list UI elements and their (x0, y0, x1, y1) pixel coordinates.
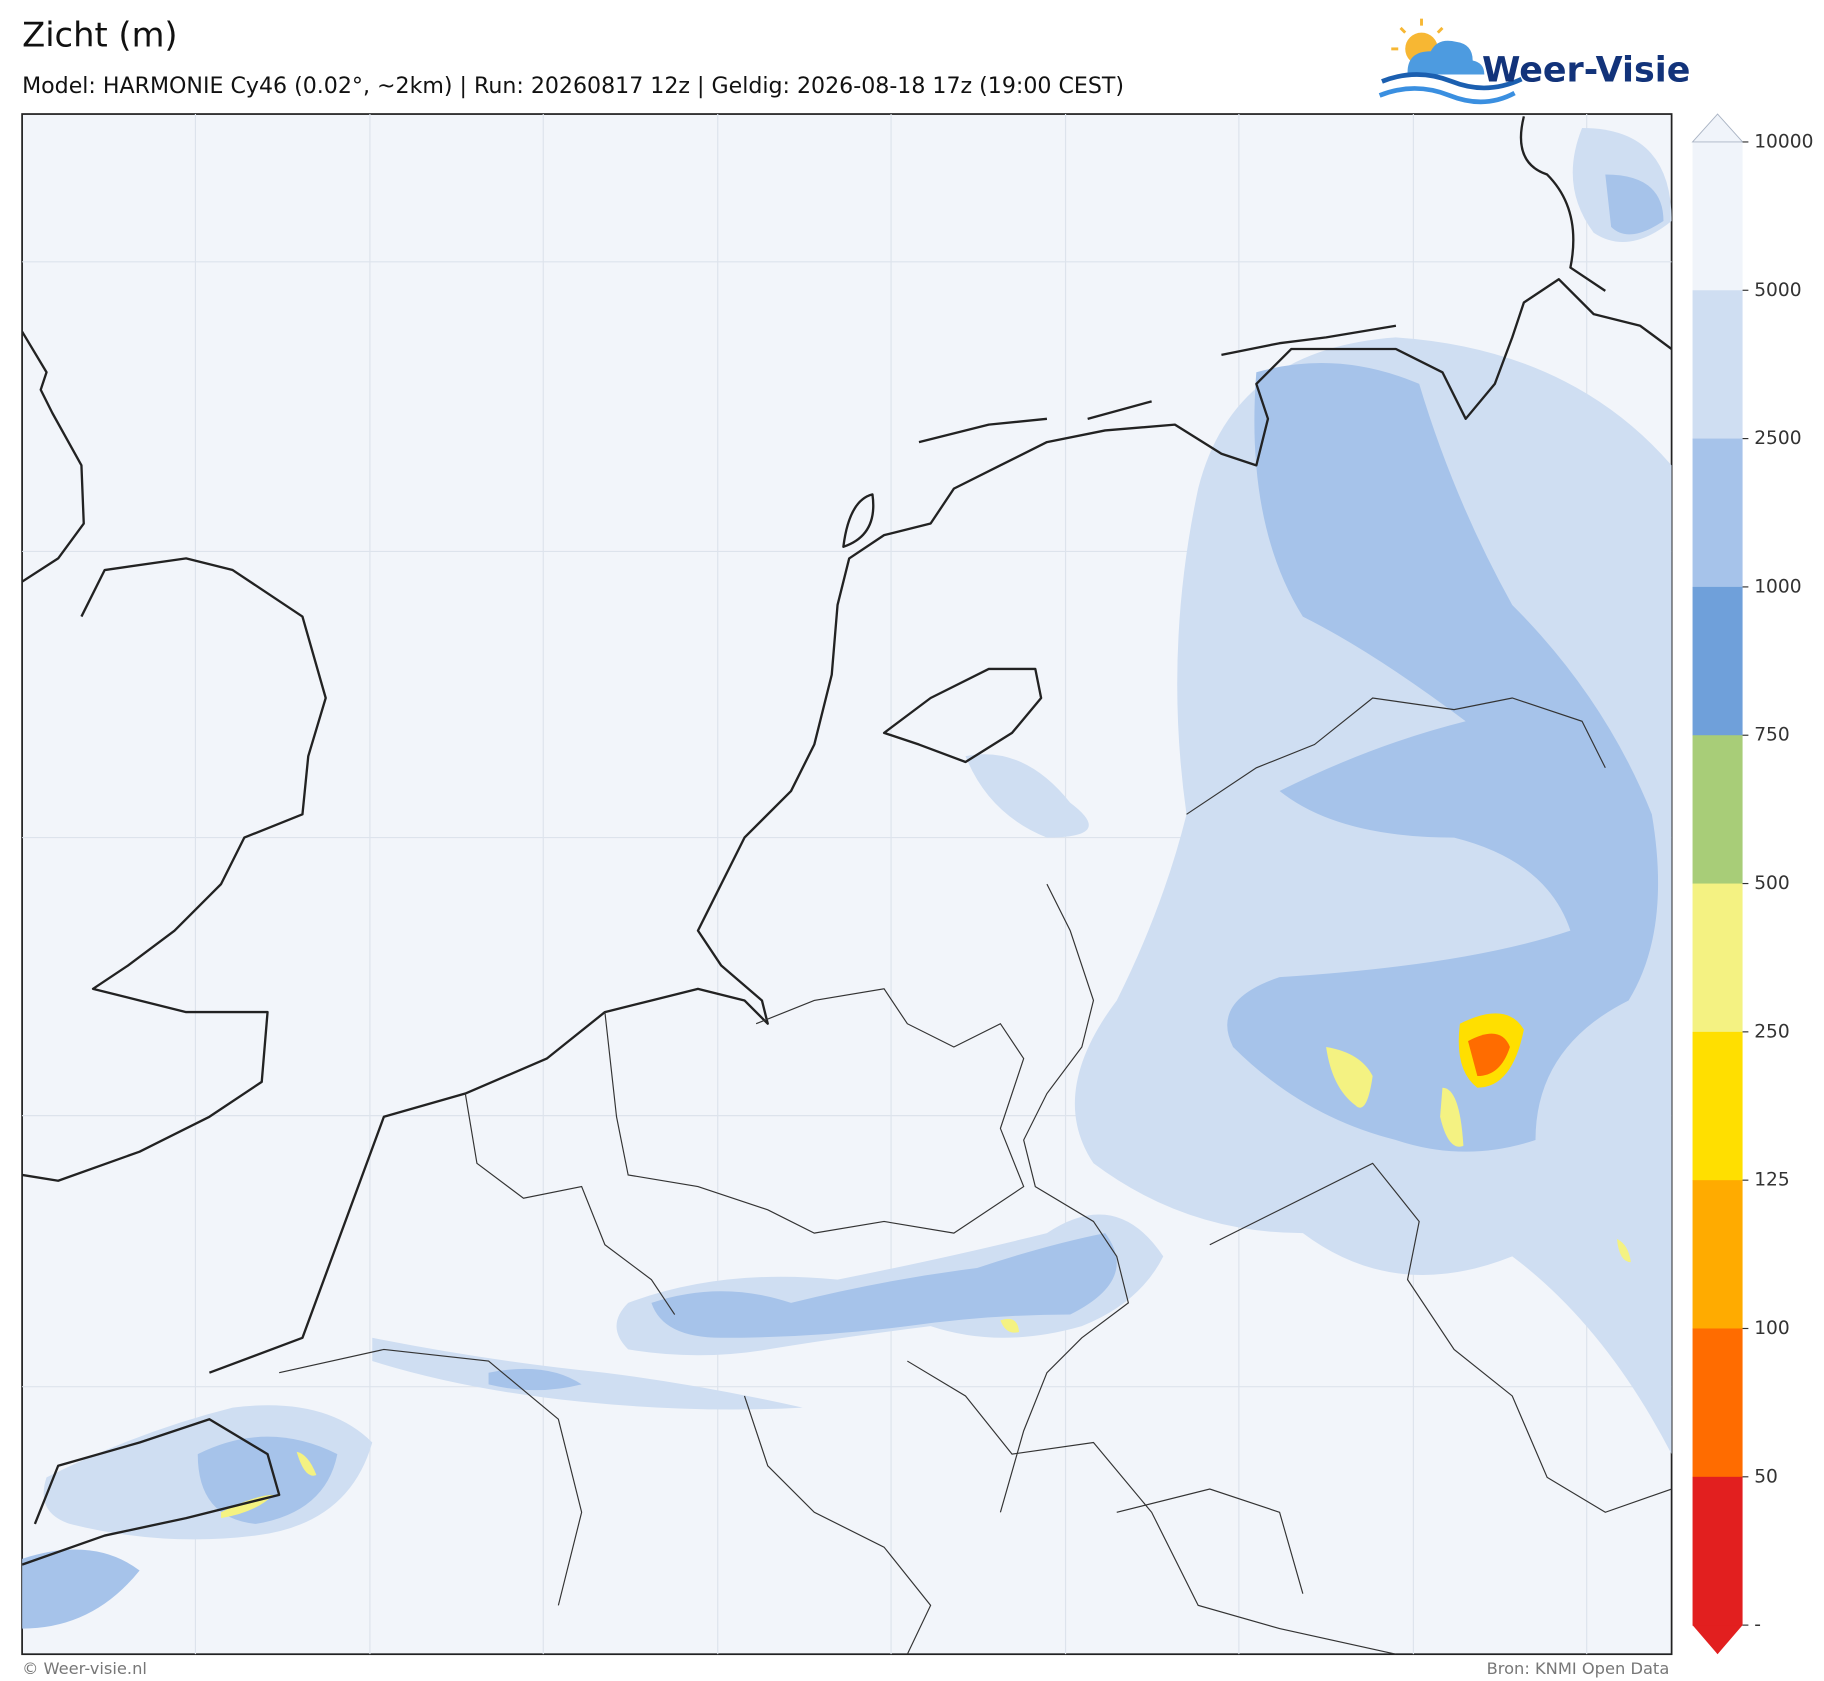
borders (279, 697, 1672, 1655)
colorbar-tick-label: 5000 (1754, 280, 1801, 301)
colorbar-tick-label: 2500 (1754, 428, 1801, 449)
visibility-field (22, 127, 1672, 1629)
colorbar-tick-label: 10000 (1754, 131, 1813, 152)
title: Zicht (m) (22, 16, 177, 55)
colorbar-tick-label: 50 (1754, 1466, 1778, 1487)
colorbar-segment (1692, 290, 1743, 440)
colorbar-segment (1692, 141, 1743, 291)
colorbar-tick-label: 125 (1754, 1170, 1790, 1191)
colorbar-tick-label: 500 (1754, 873, 1790, 894)
map (21, 113, 1673, 1656)
colorbar-segment (1692, 1031, 1743, 1181)
colorbar-segment (1692, 1180, 1743, 1330)
footer-right: Bron: KNMI Open Data (1487, 1659, 1670, 1678)
colorbar-segment (1692, 883, 1743, 1033)
colorbar-tick-label: 250 (1754, 1021, 1790, 1042)
colorbar-segment (1692, 1328, 1743, 1478)
colorbar-tick-label: 1000 (1754, 576, 1801, 597)
logo: Weer-Visie (1378, 18, 1690, 105)
colorbar-segment (1692, 1476, 1743, 1626)
logo-text: Weer-Visie (1482, 50, 1690, 90)
colorbar-extend-bottom (1692, 1625, 1743, 1655)
colorbar-tick-label: - (1754, 1615, 1761, 1636)
colorbar-extend-top (1691, 113, 1744, 143)
colorbar-segment (1692, 586, 1743, 736)
colorbar: 10000 5000 2500 1000 750 500 250 125 100 50 - (1691, 113, 1813, 1655)
colorbar-segment (1692, 735, 1743, 885)
colorbar-tick-label: 100 (1754, 1318, 1790, 1339)
colorbar-segment (1692, 438, 1743, 588)
coastlines (22, 116, 1672, 1566)
footer-left: © Weer-visie.nl (22, 1659, 147, 1678)
colorbar-tick-label: 750 (1754, 725, 1790, 746)
subtitle: Model: HARMONIE Cy46 (0.02°, ~2km) | Run… (22, 73, 1124, 99)
